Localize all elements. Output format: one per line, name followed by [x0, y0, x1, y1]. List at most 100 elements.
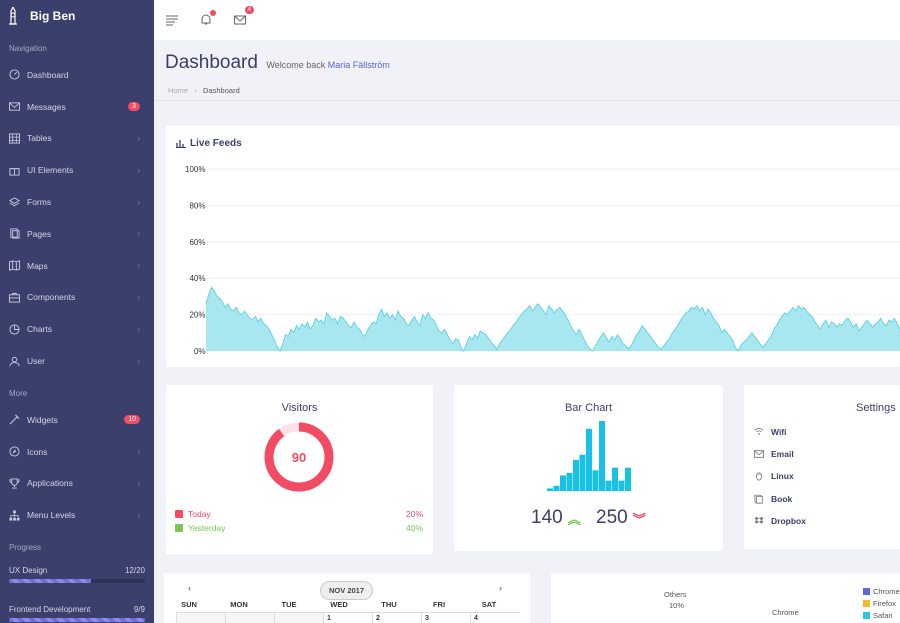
calendar-next-button[interactable]: › [499, 583, 502, 593]
legend-swatch [175, 510, 183, 518]
calendar-day-cell[interactable]: 3 [421, 613, 470, 623]
settings-icon-wrap [754, 427, 764, 437]
legend-pct: 40% [405, 523, 423, 533]
sidebar-item-badge: 10 [124, 415, 140, 425]
settings-item-email[interactable]: Email [754, 449, 794, 459]
user-icon-wrap [8, 355, 20, 367]
wifi-icon [754, 428, 764, 435]
progress-item: Frontend Development 9/9 [0, 597, 154, 623]
calendar-day-cell[interactable] [225, 613, 274, 623]
calendar-day-cell[interactable]: 2 [372, 613, 421, 623]
sidebar-item-icons[interactable]: Icons › [0, 436, 154, 468]
double-chevron-up-icon: ︽ [567, 511, 581, 527]
y-tick-label: 100% [185, 165, 205, 174]
double-chevron-down-icon: ︾ [632, 511, 646, 527]
envelope-icon-wrap [8, 101, 20, 113]
calendar-day-cell[interactable]: 1 [323, 613, 372, 623]
envelope-icon [8, 102, 20, 111]
pie-legend-item: Safari [863, 611, 893, 620]
brand[interactable]: Big Ben [0, 0, 154, 32]
sidebar-item-tables[interactable]: Tables › [0, 123, 154, 155]
topbar: 4 [154, 0, 900, 40]
bar [599, 421, 605, 491]
sidebar-item-messages[interactable]: Messages 3 [0, 91, 154, 123]
pages-icon [9, 228, 20, 239]
sidebar-item-charts[interactable]: Charts › [0, 313, 154, 345]
bar [560, 475, 566, 491]
calendar-day-cell[interactable]: 4 [470, 613, 519, 623]
sidebar-item-forms[interactable]: Forms › [0, 186, 154, 218]
calendar-month-button[interactable]: NOV 2017 [320, 581, 374, 600]
progress-list: UX Design 12/20 Frontend Development 9/9 [0, 558, 154, 623]
menu-toggle-icon[interactable] [165, 13, 179, 27]
settings-icon-wrap [754, 516, 764, 526]
trophy-icon [8, 478, 20, 489]
gauge-icon-wrap [8, 69, 20, 81]
sidebar-item-widgets[interactable]: Widgets 10 [0, 404, 154, 436]
sidebar-item-label: Dashboard [27, 69, 69, 80]
progress-value: 12/20 [124, 566, 145, 576]
sidebar-item-label: Maps [27, 260, 48, 271]
nav-section-navigation: Navigation [9, 44, 47, 53]
sidebar-item-components[interactable]: Components › [0, 282, 154, 314]
sidebar-item-user[interactable]: User › [0, 345, 154, 377]
settings-item-wifi[interactable]: Wifi [754, 427, 787, 437]
chevron-right-icon: › [137, 261, 140, 271]
settings-item-book[interactable]: Book [754, 494, 792, 504]
bar [566, 472, 573, 491]
pie-label-chrome: Chrome [772, 608, 799, 617]
bar [553, 485, 560, 491]
user-icon [8, 356, 20, 366]
sidebar: Big Ben Navigation Dashboard Messages 3 Tab… [0, 0, 154, 623]
visitors-card: Visitors 90 Today 20% Yesterday 40% [166, 385, 433, 554]
sidebar-item-label: Applications [27, 478, 73, 489]
map-icon-wrap [8, 260, 20, 272]
bar-chart [547, 421, 631, 491]
map-icon [8, 260, 20, 271]
settings-item-label: Linux [771, 471, 794, 482]
calendar-day-cell[interactable] [274, 613, 323, 623]
weekday-label: SUN [181, 600, 197, 609]
settings-item-linux[interactable]: Linux [754, 471, 794, 481]
calendar-day-cell[interactable] [176, 613, 225, 623]
settings-item-dropbox[interactable]: Dropbox [754, 516, 806, 526]
nav-section-more: More [9, 388, 28, 398]
bar [579, 454, 586, 491]
sidebar-item-applications[interactable]: Applications › [0, 468, 154, 500]
bell-icon[interactable] [199, 10, 216, 27]
calendar-header: ‹ NOV 2017 › [164, 579, 530, 601]
pie-legend-swatch [863, 600, 870, 607]
weekday-label: FRI [432, 600, 446, 609]
visitors-title: Visitors [281, 402, 318, 414]
weekday-label: TUE [281, 600, 297, 609]
sitemap-icon [8, 510, 20, 521]
sidebar-item-pages[interactable]: Pages › [0, 218, 154, 250]
gift-icon-wrap [8, 164, 20, 176]
sidebar-item-ui-elements[interactable]: UI Elements › [0, 154, 154, 186]
weekday-label: THU [381, 600, 397, 609]
y-tick-label: 40% [189, 274, 205, 283]
sidebar-item-label: Messages [27, 101, 66, 112]
sidebar-item-menu-levels[interactable]: Menu Levels › [0, 499, 154, 531]
briefcase-icon-wrap [8, 291, 20, 303]
calendar-prev-button[interactable]: ‹ [188, 583, 191, 593]
envelope-icon [754, 450, 764, 458]
bar-chart-icon [176, 140, 186, 148]
chevron-right-icon: › [137, 197, 140, 207]
settings-item-label: Book [771, 493, 793, 504]
sidebar-item-dashboard[interactable]: Dashboard [0, 59, 154, 91]
sidebar-item-label: Menu Levels [27, 510, 76, 521]
page-header: Dashboard Welcome back Maria Fällström [165, 52, 390, 74]
user-name-link[interactable]: Maria Fällström [327, 60, 390, 70]
progress-fill [9, 579, 91, 584]
bar [605, 480, 612, 491]
mail-icon[interactable]: 4 [233, 6, 254, 27]
table-icon [8, 133, 20, 144]
y-tick-label: 80% [189, 201, 205, 210]
breadcrumb-home[interactable]: Home [168, 86, 189, 95]
sidebar-item-maps[interactable]: Maps › [0, 250, 154, 282]
progress-fill [9, 618, 145, 623]
bar-chart-card: Bar Chart 140 ︽ 250 ︾ [454, 385, 723, 551]
